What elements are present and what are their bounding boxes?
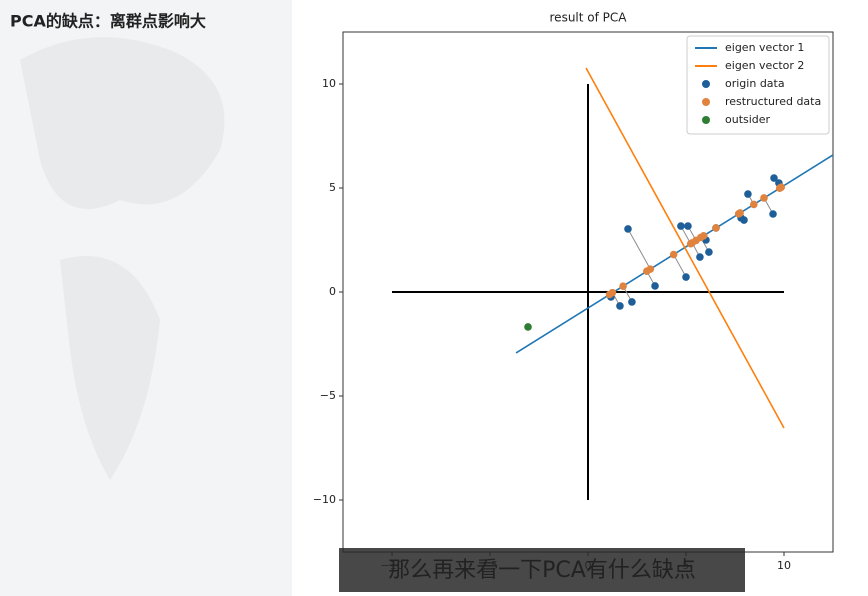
chart-title: result of PCA [550,11,628,25]
connector [673,254,687,278]
legend [686,35,830,135]
data-point [769,210,777,218]
legend-swatch [702,116,710,124]
eigen-line [585,67,785,429]
y-tick-label: 5 [329,181,336,194]
legend-label: origin data [725,77,785,90]
data-point [619,282,627,290]
x-tick-label: 10 [777,559,791,572]
legend-label: eigen vector 2 [725,59,804,72]
data-point [677,222,685,230]
data-point [651,282,659,290]
data-point [616,302,624,310]
data-point [777,183,786,191]
y-tick-label: −5 [320,389,336,402]
data-point [770,174,778,182]
data-point [682,273,690,281]
data-point [524,323,532,331]
data-point [705,248,713,256]
data-point [760,194,768,202]
data-point [624,225,632,233]
data-point [750,200,758,209]
data-point [643,267,651,276]
data-point [740,216,748,224]
y-tick-label: 10 [322,77,336,90]
data-point [699,232,708,240]
y-tick-label: −10 [313,493,336,506]
caption-box [339,548,745,592]
legend-label: restructured data [725,95,821,108]
legend-swatch [702,80,710,88]
legend-label: eigen vector 1 [725,41,804,54]
caption: 那么再来看一下PCA有什么缺点 [388,558,696,583]
data-point [736,209,744,217]
data-point [712,224,720,232]
data-point [744,190,752,198]
page-title: PCA的缺点：离群点影响大 [10,12,206,31]
data-point [684,222,692,230]
legend-label: outsider [725,113,771,126]
connector [627,228,651,270]
legend-swatch [702,98,710,106]
y-tick-label: 0 [329,285,336,298]
data-point [608,288,617,297]
data-point [688,239,696,247]
data-point [696,253,704,261]
data-point [628,298,636,306]
map-shape [20,37,225,481]
data-point [669,250,678,259]
